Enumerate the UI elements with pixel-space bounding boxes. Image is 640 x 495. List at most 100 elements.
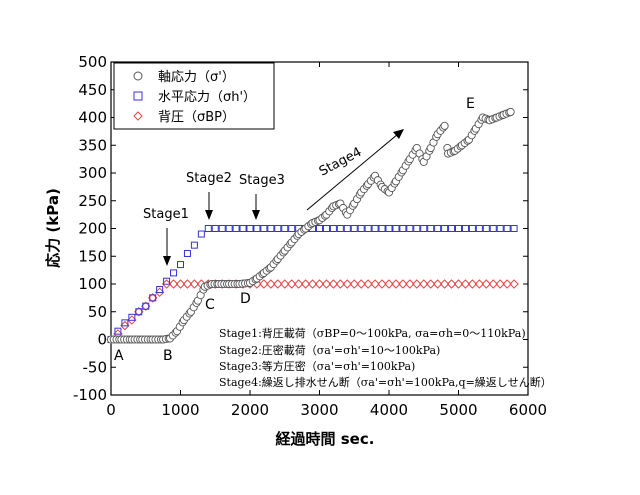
- horizontal-stress-point: [211, 225, 219, 232]
- back-pressure-point: [293, 279, 304, 289]
- back-pressure-point: [356, 279, 366, 289]
- horizontal-stress-point: [510, 225, 518, 232]
- legend-marker-axial: [133, 71, 143, 81]
- back-pressure-point: [377, 279, 387, 289]
- back-pressure-point: [370, 279, 380, 289]
- back-pressure-point: [412, 279, 422, 289]
- horizontal-stress-point: [441, 225, 449, 232]
- back-pressure-point: [502, 279, 512, 289]
- horizontal-stress-point: [357, 225, 365, 232]
- note-stage4: Stage4:繰返し排水せん断（σa'=σh'=100kPa,q=繰返しせん断）: [219, 375, 552, 389]
- stage2-label: Stage2: [186, 171, 232, 186]
- horizontal-stress-point: [218, 225, 226, 232]
- horizontal-stress-point: [163, 277, 171, 285]
- back-pressure-point: [446, 279, 457, 289]
- horizontal-stress-point: [142, 302, 150, 310]
- y-tick-label: 50: [88, 303, 107, 321]
- horizontal-stress-point: [461, 225, 469, 232]
- back-pressure-point: [300, 279, 311, 289]
- horizontal-stress-point: [232, 225, 240, 232]
- back-pressure-point: [342, 279, 353, 289]
- series-2: [106, 279, 519, 345]
- axial-stress-point: [506, 107, 515, 116]
- horizontal-stress-point: [371, 225, 379, 232]
- back-pressure-point: [266, 279, 276, 289]
- horizontal-stress-point: [489, 225, 497, 232]
- series-0: [106, 107, 515, 344]
- legend-marker-backpressure: [133, 111, 143, 121]
- legend-label-axial: 軸応力（σ'）: [158, 70, 235, 85]
- y-tick-label: 200: [78, 220, 107, 238]
- back-pressure-point: [259, 279, 269, 289]
- point-c-label: C: [205, 297, 215, 313]
- back-pressure-point: [273, 279, 283, 289]
- y-tick-label: -50: [83, 358, 108, 376]
- series-1: [107, 225, 518, 343]
- stage2-arrowhead: [205, 210, 213, 220]
- note-stage1: Stage1:背圧載荷（σBP=0～100kPa, σa=σh=0～110kPa…: [219, 326, 526, 340]
- y-tick-label: 500: [78, 53, 107, 71]
- back-pressure-point: [439, 279, 450, 289]
- horizontal-stress-point: [281, 225, 289, 232]
- legend-label-backpressure: 背圧（σBP）: [158, 110, 235, 125]
- y-tick-label: 250: [78, 192, 107, 210]
- horizontal-stress-point: [427, 225, 435, 232]
- back-pressure-point: [182, 279, 193, 289]
- back-pressure-point: [321, 279, 332, 289]
- y-tick-label: 450: [78, 81, 107, 99]
- horizontal-stress-point: [392, 225, 400, 232]
- back-pressure-point: [432, 279, 443, 289]
- horizontal-stress-point: [503, 225, 511, 232]
- stage4-arrowhead: [393, 129, 404, 139]
- y-tick-label: 0: [97, 331, 107, 349]
- horizontal-stress-point: [190, 241, 198, 249]
- horizontal-stress-point: [239, 225, 247, 232]
- point-b-label: B: [163, 348, 173, 364]
- y-axis-title: 応力 (kPa): [44, 188, 62, 268]
- y-tick-label: 350: [78, 136, 107, 154]
- back-pressure-point: [509, 279, 519, 289]
- stage-notes: Stage1:背圧載荷（σBP=0～100kPa, σa=σh=0～110kPa…: [219, 326, 552, 389]
- horizontal-stress-point: [364, 225, 372, 232]
- back-pressure-point: [419, 279, 429, 289]
- stage4-label: Stage4: [317, 145, 365, 180]
- horizontal-stress-point: [343, 225, 351, 232]
- horizontal-stress-point: [288, 225, 296, 232]
- back-pressure-point: [349, 279, 359, 289]
- x-tick-label: 4000: [370, 401, 408, 419]
- back-pressure-point: [307, 279, 318, 289]
- axial-stress-point: [440, 121, 449, 130]
- x-tick-label: 3000: [300, 401, 338, 419]
- horizontal-stress-point: [225, 225, 233, 232]
- back-pressure-point: [280, 279, 290, 289]
- horizontal-stress-point: [399, 225, 407, 232]
- back-pressure-point: [488, 279, 498, 289]
- x-tick-label: 0: [106, 401, 116, 419]
- horizontal-stress-point: [246, 225, 254, 232]
- horizontal-stress-point: [135, 308, 143, 316]
- horizontal-stress-point: [434, 225, 442, 232]
- x-tick-label: 5000: [439, 401, 477, 419]
- legend-label-horizontal: 水平応力（σh'）: [158, 90, 256, 105]
- horizontal-stress-point: [482, 225, 490, 232]
- y-tick-label: 400: [78, 109, 107, 127]
- horizontal-stress-point: [170, 269, 178, 277]
- horizontal-stress-point: [496, 225, 504, 232]
- horizontal-stress-point: [204, 225, 212, 232]
- point-d-label: D: [240, 291, 251, 307]
- plot-marks: [106, 107, 519, 345]
- horizontal-stress-point: [329, 225, 337, 232]
- note-stage2: Stage2:圧密載荷（σa'=σh'=10～100kPa): [219, 343, 440, 357]
- back-pressure-point: [481, 279, 492, 289]
- y-tick-label: -100: [73, 386, 107, 404]
- back-pressure-point: [175, 279, 186, 289]
- x-axis-title: 経過時間 sec.: [276, 430, 375, 448]
- back-pressure-point: [189, 279, 200, 289]
- horizontal-stress-point: [385, 225, 393, 232]
- horizontal-stress-point: [177, 261, 184, 269]
- y-tick-label: 300: [78, 164, 107, 182]
- horizontal-stress-point: [350, 225, 358, 232]
- back-pressure-point: [467, 279, 478, 289]
- horizontal-stress-point: [316, 225, 323, 232]
